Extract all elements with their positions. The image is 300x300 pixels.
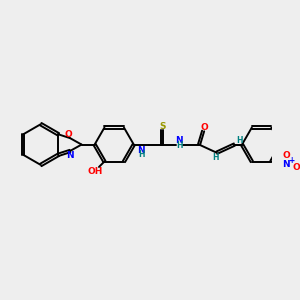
Text: O: O — [201, 123, 208, 132]
Text: +: + — [288, 156, 294, 165]
Text: N: N — [66, 152, 74, 160]
Text: H: H — [236, 136, 242, 145]
Text: H: H — [176, 141, 182, 150]
Text: N: N — [138, 146, 145, 155]
Text: N: N — [176, 136, 183, 145]
Text: −: − — [299, 163, 300, 172]
Text: H: H — [138, 150, 145, 159]
Text: H: H — [212, 153, 219, 162]
Text: N: N — [283, 160, 290, 169]
Text: O: O — [293, 163, 300, 172]
Text: S: S — [159, 122, 166, 131]
Text: O: O — [65, 130, 73, 139]
Text: OH: OH — [87, 167, 103, 176]
Text: O: O — [283, 151, 290, 160]
